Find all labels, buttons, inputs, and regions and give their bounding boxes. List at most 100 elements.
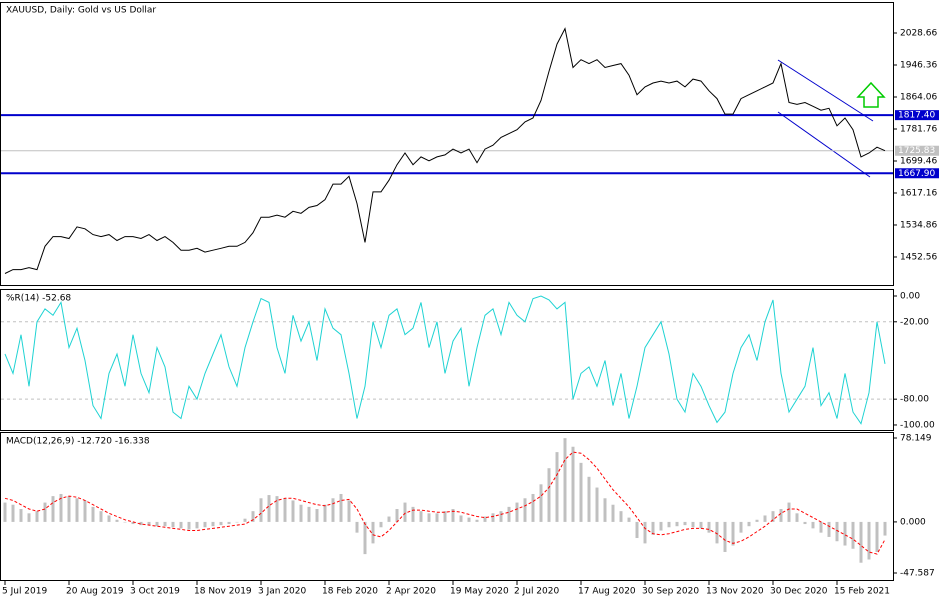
histogram-bar	[235, 521, 239, 523]
histogram-bar	[411, 506, 415, 522]
y-tick-label: -20.00	[900, 317, 929, 327]
y-tick-label: 1534.86	[900, 220, 937, 230]
x-tick-label: 20 Aug 2019	[66, 587, 124, 597]
histogram-bar	[131, 521, 135, 525]
histogram-bar	[867, 521, 871, 560]
histogram-bar	[147, 521, 151, 526]
x-tick-label: 15 Feb 2021	[834, 587, 890, 597]
histogram-bar	[451, 509, 455, 522]
y-tick-label: 1699.46	[900, 156, 937, 166]
histogram-bar	[99, 511, 103, 522]
histogram-bar	[171, 521, 175, 528]
histogram-bar	[691, 521, 695, 528]
histogram-bar	[163, 521, 167, 527]
histogram-bar	[819, 521, 823, 533]
histogram-bar	[827, 521, 831, 537]
macd-title: MACD(12,26,9) -12.720 -16.338	[6, 437, 150, 447]
histogram-bar	[427, 513, 431, 522]
data-line	[4, 27, 886, 274]
histogram-bar	[3, 502, 7, 522]
price-title: XAUUSD, Daily: Gold vs US Dollar	[6, 6, 156, 16]
histogram-bar	[315, 509, 319, 522]
histogram-bar	[243, 518, 247, 522]
histogram-bar	[811, 521, 815, 529]
histogram-bar	[43, 502, 47, 522]
histogram-bar	[307, 506, 311, 522]
histogram-bar	[515, 502, 519, 522]
y-tick-label: 0.00	[900, 291, 920, 301]
histogram-bar	[67, 496, 71, 522]
histogram-bar	[507, 506, 511, 522]
histogram-bar	[11, 504, 15, 522]
histogram-bar	[843, 521, 847, 546]
y-tick-label: -80.00	[900, 395, 929, 405]
histogram-bar	[107, 515, 111, 522]
histogram-bar	[443, 511, 447, 522]
histogram-bar	[707, 521, 711, 533]
histogram-bar	[659, 521, 663, 531]
histogram-bar	[259, 498, 263, 522]
x-tick-label: 13 Nov 2020	[706, 587, 764, 597]
histogram-bar	[579, 462, 583, 522]
histogram-bar	[699, 521, 703, 529]
histogram-bar	[571, 446, 575, 522]
y-tick-label: 1946.36	[900, 60, 937, 70]
histogram-bar	[379, 521, 383, 528]
horizontal-line-box	[895, 168, 939, 179]
x-tick-label: 18 Nov 2019	[194, 587, 252, 597]
histogram-bar	[539, 484, 543, 522]
wpr-title: %R(14) -52.68	[6, 294, 71, 304]
histogram-bar	[555, 452, 559, 522]
histogram-bar	[59, 493, 63, 522]
histogram-bar	[483, 516, 487, 522]
histogram-bar	[755, 519, 759, 522]
histogram-bar	[187, 521, 191, 530]
histogram-bar	[667, 521, 671, 528]
histogram-bar	[283, 498, 287, 522]
y-tick-label: -47.587	[900, 569, 935, 579]
histogram-bar	[251, 511, 255, 522]
y-tick-label: 1781.76	[900, 124, 937, 134]
histogram-bar	[395, 509, 399, 522]
histogram-bar	[419, 511, 423, 522]
x-tick-label: 3 Jan 2020	[258, 587, 306, 597]
y-tick-label: 2028.66	[900, 28, 937, 38]
x-tick-label: 5 Jul 2019	[2, 587, 47, 597]
histogram-bar	[195, 521, 199, 529]
histogram-bar	[347, 500, 351, 522]
histogram-bar	[403, 502, 407, 522]
histogram-bar	[355, 521, 359, 533]
histogram-bar	[627, 517, 631, 522]
horizontal-line-label: 1817.40	[898, 111, 935, 121]
histogram-bar	[387, 516, 391, 522]
histogram-bar	[203, 521, 207, 528]
horizontal-line-box	[895, 110, 939, 121]
histogram-bar	[275, 496, 279, 522]
histogram-bar	[91, 506, 95, 522]
histogram-bar	[75, 498, 79, 522]
histogram-bar	[787, 502, 791, 522]
wpr-frame	[0, 289, 894, 431]
histogram-bar	[563, 438, 567, 522]
signal-line	[4, 451, 886, 555]
histogram-bar	[779, 509, 783, 522]
x-tick-label: 30 Sep 2020	[642, 587, 699, 597]
histogram-bar	[835, 521, 839, 542]
histogram-bar	[739, 521, 743, 533]
histogram-bar	[115, 519, 119, 522]
x-tick-label: 30 Dec 2020	[770, 587, 828, 597]
macd-frame	[0, 432, 894, 581]
histogram-bar	[139, 521, 143, 526]
histogram-bar	[83, 500, 87, 522]
histogram-bar	[339, 493, 343, 522]
histogram-bar	[635, 521, 639, 539]
y-tick-label: 0.000	[900, 517, 926, 527]
histogram-bar	[763, 515, 767, 522]
last-price-label: 1725.83	[898, 146, 935, 156]
y-tick-label: 1452.56	[900, 252, 937, 262]
histogram-bar	[747, 521, 751, 527]
histogram-bar	[27, 513, 31, 522]
up-arrow	[856, 81, 886, 108]
